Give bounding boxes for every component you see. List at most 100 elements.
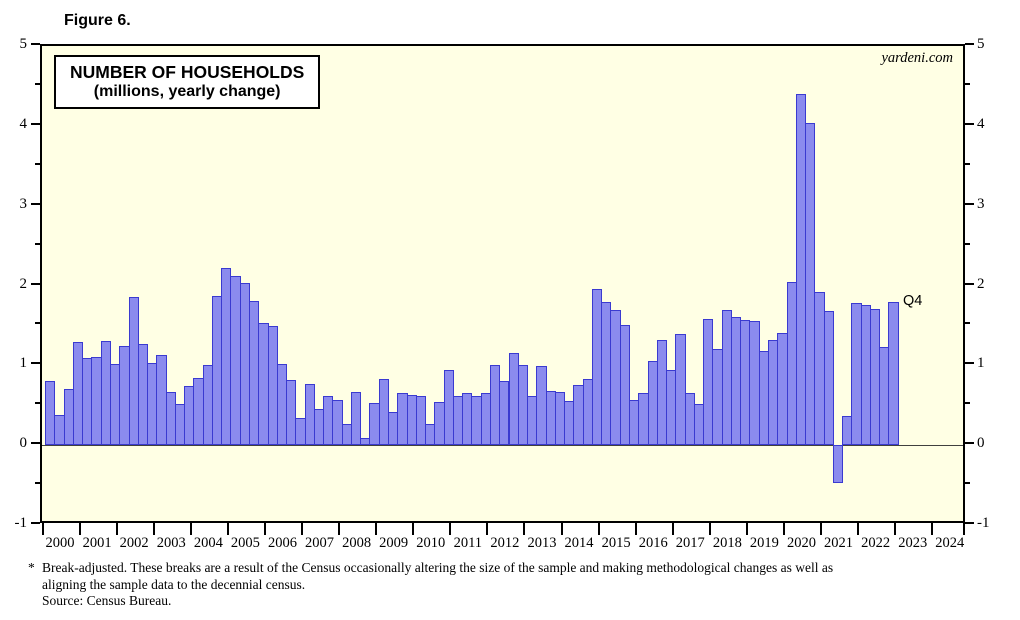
y-axis-minor-tick-left xyxy=(35,322,40,325)
x-axis-label-2020: 2020 xyxy=(786,535,816,551)
y-axis-label-right-0: 0 xyxy=(977,435,985,452)
x-axis-label-2006: 2006 xyxy=(267,535,297,551)
y-axis-minor-tick-right xyxy=(965,402,970,405)
y-axis-label-right-4: 4 xyxy=(977,115,985,132)
bar-2015-q3 xyxy=(619,324,630,446)
plot-area: NUMBER OF HOUSEHOLDS (millions, yearly c… xyxy=(40,44,965,523)
y-axis-label-left-1: 1 xyxy=(19,355,28,372)
bar-2021-q1 xyxy=(823,311,834,446)
x-axis-label-2003: 2003 xyxy=(156,535,186,551)
x-axis-label-2012: 2012 xyxy=(490,535,520,551)
y-axis-minor-tick-left xyxy=(35,482,40,485)
x-axis-tick-2010 xyxy=(412,523,415,535)
footnote-marker: * xyxy=(28,560,35,575)
x-axis-label-2011: 2011 xyxy=(453,535,483,551)
x-axis-label-2009: 2009 xyxy=(379,535,409,551)
x-axis-label-2023: 2023 xyxy=(898,535,928,551)
y-axis-label-right-5: 5 xyxy=(977,36,985,52)
x-axis-tick-2000 xyxy=(41,523,44,535)
x-axis-label-2015: 2015 xyxy=(601,535,631,551)
x-axis-label-2001: 2001 xyxy=(82,535,112,551)
x-axis-tick-2005 xyxy=(226,523,229,535)
bar-2006-q3 xyxy=(286,379,297,446)
x-axis-label-2007: 2007 xyxy=(305,535,335,551)
x-axis-tick-end xyxy=(963,523,965,535)
x-axis-tick-2007 xyxy=(301,523,303,535)
chart-title: NUMBER OF HOUSEHOLDS xyxy=(70,62,305,82)
x-axis-label-2024: 2024 xyxy=(935,535,965,551)
x-axis-tick-2016 xyxy=(634,523,637,535)
x-axis-tick-2013 xyxy=(523,523,526,535)
zero-line xyxy=(42,444,963,446)
y-axis-label-right-2: 2 xyxy=(977,275,985,292)
chart-subtitle: (millions, yearly change) xyxy=(93,83,281,100)
last-point-label: Q4 xyxy=(903,293,923,310)
bar-2010-q1 xyxy=(415,395,427,446)
y-axis-label-left-2: 2 xyxy=(19,275,28,292)
x-axis-tick-2020 xyxy=(782,523,785,535)
y-axis-tick-right-0 xyxy=(965,442,974,445)
y-axis-minor-tick-right xyxy=(965,482,970,485)
y-axis-tick-left-2 xyxy=(31,282,40,285)
bar-2008-q2 xyxy=(350,391,362,446)
y-axis-minor-tick-right xyxy=(965,162,970,165)
y-axis-label-left-4: 4 xyxy=(19,115,28,132)
x-axis-label-2004: 2004 xyxy=(193,535,223,551)
x-axis-tick-2014 xyxy=(560,523,563,535)
x-axis-label-2022: 2022 xyxy=(861,535,891,551)
y-axis-tick-left--1 xyxy=(31,522,40,524)
y-axis-tick-right--1 xyxy=(965,522,974,524)
x-axis-tick-2011 xyxy=(449,523,452,535)
bar-2000-q1 xyxy=(45,381,56,446)
x-axis-tick-2006 xyxy=(263,523,266,535)
x-axis-tick-2018 xyxy=(708,523,711,535)
y-axis-tick-left-5 xyxy=(31,43,40,45)
y-axis-minor-tick-right xyxy=(965,322,970,325)
footnote-text: Break-adjusted. These breaks are a resul… xyxy=(42,560,833,610)
x-axis-tick-2019 xyxy=(745,523,748,535)
x-axis-label-2019: 2019 xyxy=(749,535,779,551)
x-axis-tick-2021 xyxy=(820,523,822,535)
x-axis-tick-2024 xyxy=(931,523,934,535)
y-axis-label-left-3: 3 xyxy=(19,195,28,212)
x-axis-label-2013: 2013 xyxy=(527,535,557,551)
y-axis-tick-right-5 xyxy=(965,43,974,45)
footnote-line1: Break-adjusted. These breaks are a resul… xyxy=(42,560,834,575)
x-axis-label-2010: 2010 xyxy=(416,535,446,551)
x-axis-tick-2009 xyxy=(375,523,378,535)
bar-2022-q4 xyxy=(888,302,899,446)
y-axis-tick-left-4 xyxy=(31,122,40,125)
y-axis-label-right-3: 3 xyxy=(977,195,985,212)
y-axis-tick-left-3 xyxy=(31,202,40,205)
bar-2007-q4 xyxy=(332,400,343,446)
x-axis-label-2018: 2018 xyxy=(712,535,742,551)
footnote-line2: aligning the sample data to the decennia… xyxy=(42,576,306,592)
x-axis-label-2005: 2005 xyxy=(230,535,260,551)
footnote: * Break-adjusted. These breaks are a res… xyxy=(28,560,988,610)
y-axis-label-left-0: 0 xyxy=(19,435,28,452)
x-axis-label-2021: 2021 xyxy=(824,535,854,551)
x-axis-label-2017: 2017 xyxy=(675,535,705,551)
x-axis-tick-2003 xyxy=(152,523,155,535)
x-axis-label-2008: 2008 xyxy=(342,535,372,551)
footnote-source: Source: Census Bureau. xyxy=(42,593,172,608)
y-axis-minor-tick-left xyxy=(35,162,40,165)
bar-2021-q2 xyxy=(832,445,844,484)
bar-2017-q1 xyxy=(675,334,686,446)
bar-2020-q3 xyxy=(805,122,816,446)
x-axis-tick-2017 xyxy=(671,523,674,535)
y-axis-minor-tick-left xyxy=(35,402,40,405)
figure-label: Figure 6. xyxy=(64,12,131,29)
x-axis-label-2002: 2002 xyxy=(119,535,149,551)
x-axis-tick-2022 xyxy=(857,523,860,535)
y-axis-minor-tick-left xyxy=(35,82,40,85)
y-axis-label-left--1: -1 xyxy=(14,515,28,531)
y-axis-label-right-1: 1 xyxy=(977,355,985,372)
y-axis-minor-tick-right xyxy=(965,82,970,85)
x-axis-tick-2015 xyxy=(597,523,600,535)
watermark-yardeni: yardeni.com xyxy=(881,50,953,66)
x-axis-tick-2008 xyxy=(338,523,341,535)
x-axis-tick-2012 xyxy=(486,523,489,535)
x-axis-label-2016: 2016 xyxy=(638,535,668,551)
x-axis-tick-2023 xyxy=(894,523,897,535)
